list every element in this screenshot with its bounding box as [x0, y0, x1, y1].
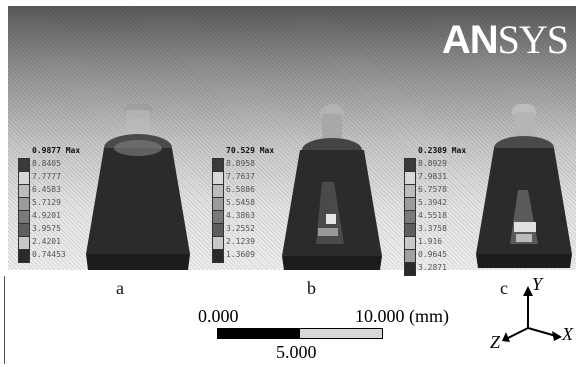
coordinate-triad-icon: Y X Z: [490, 276, 574, 352]
legend-swatch: [18, 184, 30, 198]
legend-value: 1.3609: [226, 250, 255, 259]
scale-bar-light-segment: [300, 329, 382, 338]
legend-value: 1.916: [418, 237, 443, 246]
legend-swatch: [212, 249, 224, 263]
bottle-model-c: [476, 104, 572, 268]
legend-value: 5.5458: [226, 198, 255, 207]
legend-swatch: [18, 210, 30, 224]
legend-value: 3.9575: [32, 224, 61, 233]
legend-value: 4.5518: [418, 211, 447, 220]
legend-swatch: [18, 158, 30, 172]
legend-value: 7.9831: [418, 172, 447, 181]
result-panel-a: 0.9877 Max 8.8405 7.7777 6.4583 5.7129 4.920…: [14, 70, 204, 270]
legend-swatch: [18, 249, 30, 263]
legend-swatch: [404, 262, 416, 276]
triad-y-label: Y: [532, 276, 544, 294]
legend-swatch: [18, 197, 30, 211]
triad-z-label: Z: [490, 332, 501, 352]
ansys-logo: ANSYS: [441, 17, 569, 62]
legend-value: 2.4201: [32, 237, 61, 246]
triad-x-label: X: [561, 324, 574, 344]
legend-swatch: [212, 236, 224, 250]
legend-swatch: [212, 171, 224, 185]
legend-value: 6.7578: [418, 185, 447, 194]
legend-swatch: [404, 210, 416, 224]
legend-value: 7.7777: [32, 172, 61, 181]
legend-swatch: [18, 171, 30, 185]
legend-value: 8.8929: [418, 159, 447, 168]
legend-value: 8.8958: [226, 159, 255, 168]
legend-value: 6.5886: [226, 185, 255, 194]
legend-max-c: 0.2309 Max: [418, 146, 467, 155]
left-border-line: [4, 276, 5, 364]
legend-value: 3.2871: [418, 263, 447, 272]
bottle-model-b: [282, 104, 382, 270]
legend-swatch: [404, 197, 416, 211]
legend-value: 8.8405: [32, 159, 61, 168]
bottle-model-a: [86, 104, 190, 270]
ansys-viewport[interactable]: ANSYS 0.9877 Max 8.8405 7.7777 6.4583 5.712…: [8, 6, 576, 276]
scale-bar: [217, 328, 383, 339]
legend-swatch: [404, 158, 416, 172]
caption-b: b: [307, 278, 316, 298]
legend-swatch: [212, 197, 224, 211]
legend-value: 5.7129: [32, 198, 61, 207]
legend-max-a: 0.9877 Max: [32, 146, 81, 155]
scale-label-zero: 0.000: [198, 306, 239, 326]
legend-swatch: [404, 184, 416, 198]
legend-value: 3.3758: [418, 224, 447, 233]
legend-value: 6.4583: [32, 185, 61, 194]
legend-value: 0.74453: [32, 250, 66, 259]
legend-value: 4.9201: [32, 211, 61, 220]
legend-swatch: [404, 171, 416, 185]
legend-swatch: [404, 223, 416, 237]
legend-max-b: 70.529 Max: [226, 146, 275, 155]
caption-c: c: [500, 278, 508, 298]
legend-swatch: [212, 223, 224, 237]
legend-swatch: [212, 184, 224, 198]
scale-label-mid: 5.000: [276, 342, 317, 362]
result-panel-c: 0.2309 Max 8.8929 7.9831 6.7578 5.3942 4.551…: [400, 70, 581, 276]
scale-label-max: 10.000 (mm): [355, 306, 449, 326]
legend-swatch: [212, 158, 224, 172]
legend-swatch: [404, 236, 416, 250]
legend-swatch: [18, 236, 30, 250]
legend-value: 2.1239: [226, 237, 255, 246]
legend-swatch: [404, 249, 416, 263]
result-panel-b: 70.529 Max 8.8958 7.7637 6.5886 5.5458 4.386…: [208, 70, 398, 270]
legend-value: 3.2552: [226, 224, 255, 233]
scale-bar-black-segment: [218, 329, 300, 338]
legend-value: 4.3863: [226, 211, 255, 220]
caption-a: a: [116, 278, 124, 298]
legend-swatch: [18, 223, 30, 237]
legend-value: 0.9645: [418, 250, 447, 259]
legend-value: 7.7637: [226, 172, 255, 181]
legend-value: 5.3942: [418, 198, 447, 207]
legend-swatch: [212, 210, 224, 224]
